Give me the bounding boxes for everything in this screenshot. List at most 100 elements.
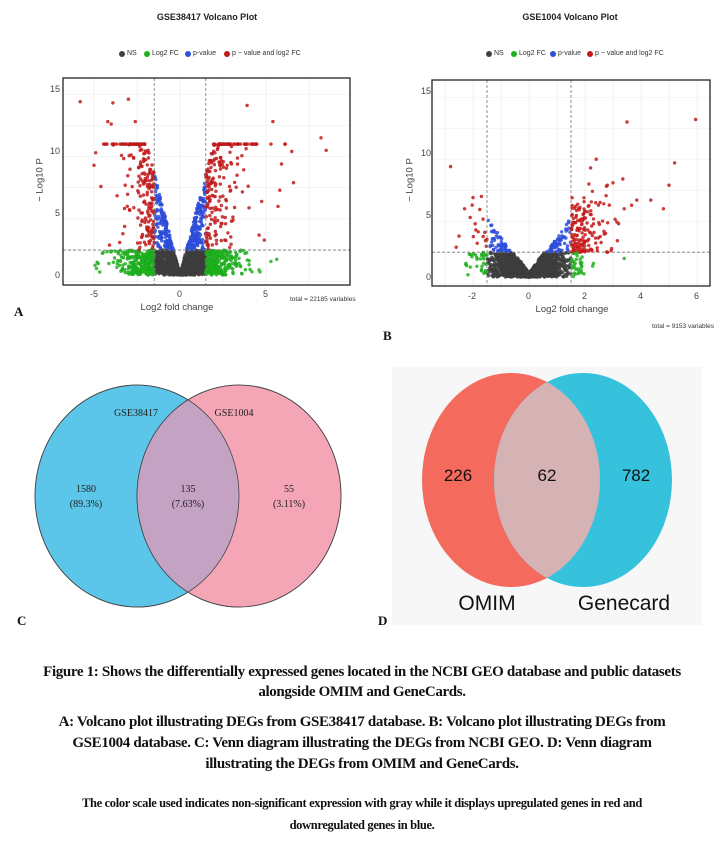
data-point xyxy=(499,263,504,267)
data-point xyxy=(506,264,511,269)
data-point xyxy=(213,205,218,210)
data-point xyxy=(143,176,148,181)
data-point xyxy=(223,222,228,226)
data-point xyxy=(559,253,563,257)
data-point xyxy=(207,185,211,189)
data-point xyxy=(594,201,598,205)
data-point xyxy=(163,235,168,240)
data-point xyxy=(220,221,224,226)
data-point xyxy=(620,177,625,181)
data-point xyxy=(219,142,223,146)
legend-label: NS xyxy=(127,50,137,57)
data-point xyxy=(569,227,574,231)
data-point xyxy=(560,248,564,253)
data-point xyxy=(580,242,584,247)
data-point xyxy=(232,205,237,210)
data-point xyxy=(229,162,234,166)
data-point xyxy=(147,186,152,191)
data-point xyxy=(489,223,494,227)
data-point xyxy=(149,252,153,256)
data-point xyxy=(190,229,195,233)
data-point xyxy=(133,119,138,124)
data-point xyxy=(241,168,246,172)
data-point xyxy=(240,190,245,194)
data-point xyxy=(126,173,130,178)
venn-c-region-left: 1580 (89.3%) xyxy=(69,484,103,510)
data-point xyxy=(522,269,527,274)
plot-b-xlabel: Log2 fold change xyxy=(535,304,609,315)
data-point xyxy=(189,263,194,268)
caption-desc-line: GSE1004 database. C: Venn diagram illust… xyxy=(72,735,652,751)
data-point xyxy=(224,268,228,273)
data-point xyxy=(488,267,493,272)
data-point xyxy=(582,271,586,276)
plot-b-ytick: 15 xyxy=(420,86,431,96)
panel-letter-b: B xyxy=(383,328,392,343)
plot-b-total: total = 9153 variables xyxy=(652,323,714,330)
data-point xyxy=(283,142,287,146)
data-point xyxy=(242,142,247,146)
data-point xyxy=(214,182,218,186)
plot-b-xtick: 2 xyxy=(582,291,588,301)
data-point xyxy=(587,203,591,208)
data-point xyxy=(230,261,235,266)
data-point xyxy=(615,239,620,243)
data-point xyxy=(291,180,296,185)
data-point xyxy=(109,250,113,254)
data-point xyxy=(578,217,583,222)
data-point xyxy=(205,252,210,257)
data-point xyxy=(232,180,237,185)
data-point xyxy=(210,210,214,215)
data-point xyxy=(224,238,228,243)
data-point xyxy=(574,234,579,238)
data-point xyxy=(208,213,212,218)
data-point xyxy=(553,257,557,262)
data-point xyxy=(257,268,261,272)
plot-a-ytick: 15 xyxy=(49,84,60,94)
legend-dot xyxy=(587,51,593,57)
data-point xyxy=(118,142,122,146)
data-point xyxy=(556,237,561,241)
plot-a-xtick: 0 xyxy=(177,289,183,299)
data-point xyxy=(139,211,143,215)
data-point xyxy=(195,263,200,268)
data-point xyxy=(111,101,115,105)
data-point xyxy=(599,240,603,245)
data-point xyxy=(169,270,174,275)
data-point xyxy=(123,252,127,257)
data-point xyxy=(111,260,116,265)
data-point xyxy=(514,270,518,275)
data-point xyxy=(466,272,470,277)
plot-a-title: GSE38417 Volcano Plot xyxy=(156,12,258,22)
data-point xyxy=(209,217,214,222)
data-point xyxy=(545,273,550,278)
data-point xyxy=(156,253,160,258)
plot-b-xtick: -2 xyxy=(468,291,477,301)
data-point xyxy=(129,265,134,270)
data-point xyxy=(589,209,593,213)
data-point xyxy=(570,235,574,239)
data-point xyxy=(204,234,209,239)
data-point xyxy=(207,158,212,163)
legend-label: p − value and log2 FC xyxy=(232,50,301,57)
data-point xyxy=(149,189,154,194)
data-point xyxy=(544,268,549,272)
data-point xyxy=(220,215,225,219)
data-point xyxy=(218,167,223,171)
data-point xyxy=(128,167,132,172)
data-point xyxy=(209,151,214,156)
data-point xyxy=(147,201,152,206)
data-point xyxy=(587,243,591,248)
data-point xyxy=(196,231,201,236)
data-point xyxy=(245,258,250,262)
data-point xyxy=(215,147,220,152)
data-point xyxy=(607,203,612,207)
data-point xyxy=(166,229,170,233)
data-point xyxy=(218,208,223,212)
data-point xyxy=(212,142,217,146)
data-point xyxy=(667,183,671,188)
data-point xyxy=(131,142,135,146)
data-point xyxy=(92,163,96,168)
data-point xyxy=(167,238,172,243)
